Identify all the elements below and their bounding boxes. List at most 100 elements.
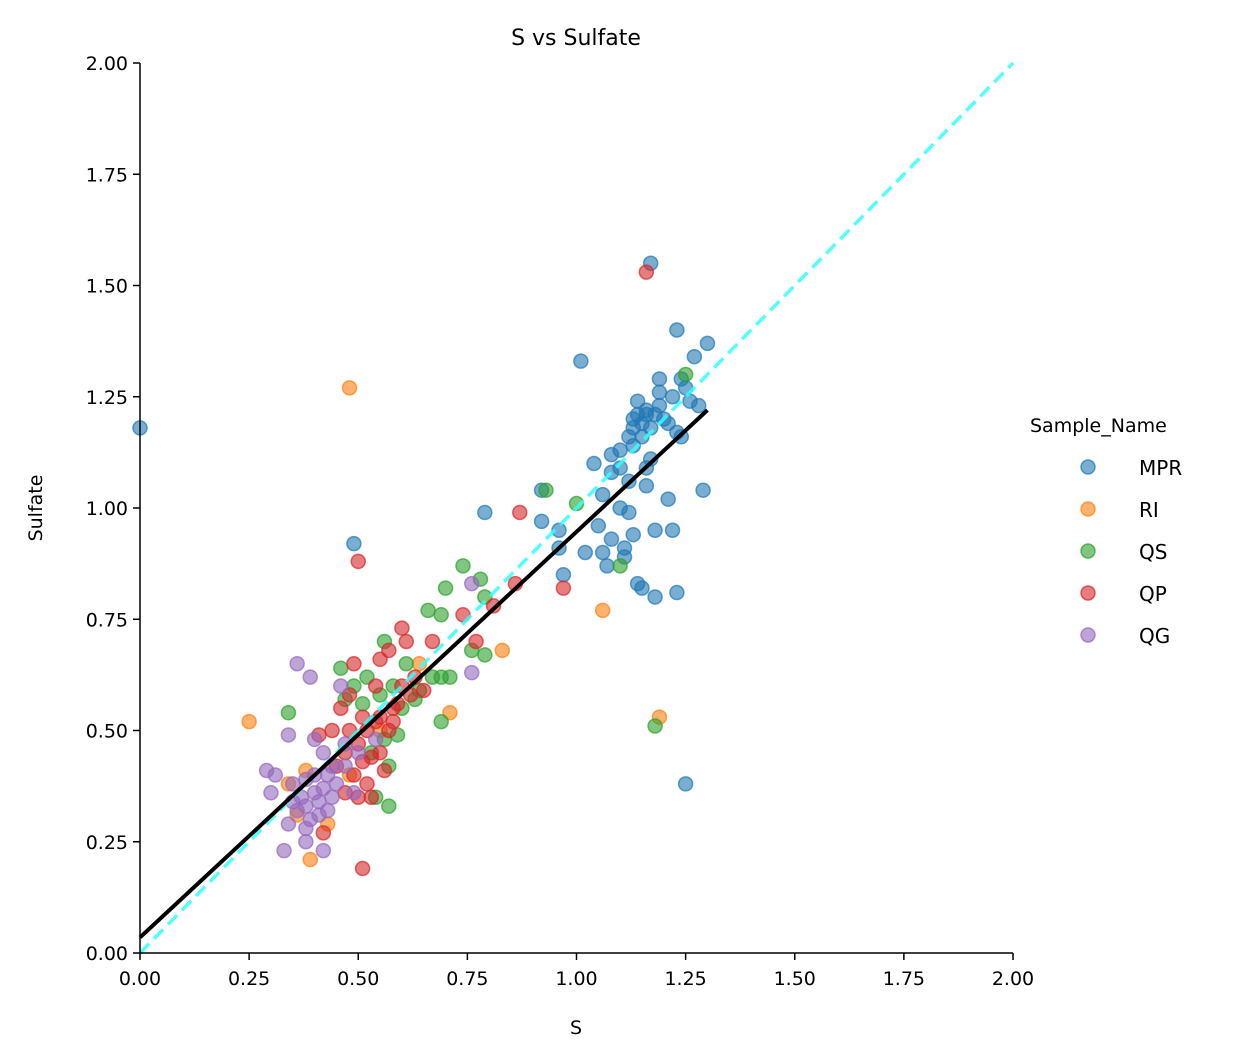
x-tick-label: 1.00 xyxy=(555,968,597,990)
data-point-qp xyxy=(346,656,362,672)
data-point-qs xyxy=(647,718,663,734)
data-point-mpr xyxy=(660,491,676,507)
y-axis-label: Sulfate xyxy=(25,475,47,542)
data-point-ri xyxy=(494,642,511,659)
data-point-qg xyxy=(302,669,318,685)
data-point-qp xyxy=(333,700,349,716)
data-point-qp xyxy=(315,825,332,841)
y-tick-label: 1.00 xyxy=(86,498,128,520)
legend-marker-qs xyxy=(1080,543,1096,559)
x-axis-label: S xyxy=(570,1017,582,1039)
y-tick-label: 0.50 xyxy=(86,721,128,743)
data-point-mpr xyxy=(647,589,663,605)
data-point-qp xyxy=(512,504,528,521)
data-point-mpr xyxy=(603,531,620,547)
lines-layer xyxy=(138,61,1015,955)
data-point-qs xyxy=(433,713,449,730)
data-point-qp xyxy=(350,553,366,570)
points-layer xyxy=(132,255,716,877)
data-point-qg xyxy=(328,776,345,792)
data-point-qs xyxy=(433,607,449,623)
data-point-mpr xyxy=(664,389,681,405)
data-point-ri xyxy=(594,602,611,619)
data-point-qs xyxy=(398,656,415,672)
y-tick-label: 1.75 xyxy=(86,164,128,186)
data-point-qg xyxy=(276,842,292,859)
data-point-ri xyxy=(302,851,318,868)
data-point-qs xyxy=(455,558,471,574)
data-point-mpr xyxy=(594,486,611,503)
y-tick-label: 2.00 xyxy=(86,53,128,75)
data-point-mpr xyxy=(664,522,681,538)
data-point-qs xyxy=(420,602,436,619)
data-point-mpr xyxy=(616,540,633,556)
data-point-mpr xyxy=(677,776,694,792)
x-tick-label: 2.00 xyxy=(992,968,1034,990)
y-tick-label: 0.75 xyxy=(86,609,128,631)
data-point-qg xyxy=(280,816,297,832)
data-point-qg xyxy=(463,575,480,592)
data-point-qg xyxy=(289,656,305,672)
data-point-mpr xyxy=(599,558,615,574)
x-tick-label: 0.00 xyxy=(119,968,161,990)
data-point-mpr xyxy=(533,513,550,530)
data-point-ri xyxy=(341,380,358,396)
data-point-mpr xyxy=(669,322,685,338)
data-point-mpr xyxy=(699,335,716,352)
data-point-qg xyxy=(324,789,340,805)
data-point-qp xyxy=(415,682,432,699)
legend-label-ri: RI xyxy=(1139,498,1159,522)
legend-label-qg: QG xyxy=(1139,624,1170,648)
data-point-mpr xyxy=(590,518,607,534)
data-point-qp xyxy=(638,264,655,280)
data-point-mpr xyxy=(625,526,641,543)
data-point-mpr xyxy=(577,544,593,561)
legend: Sample_Name MPR RI QS QP QG xyxy=(1030,415,1182,648)
y-tick-label: 1.50 xyxy=(86,276,128,298)
data-point-qp xyxy=(363,789,380,805)
legend-marker-qp xyxy=(1080,585,1096,601)
legend-marker-mpr xyxy=(1080,459,1096,475)
axes: 0.00 0.25 0.50 0.75 1.00 1.25 1.50 1.75 2.00 0.00… xyxy=(86,53,1034,990)
data-point-mpr xyxy=(647,522,663,538)
data-point-mpr xyxy=(586,455,602,472)
data-point-mpr xyxy=(669,584,685,601)
data-point-qp xyxy=(394,620,410,636)
data-point-qg xyxy=(267,767,284,783)
data-point-qs xyxy=(433,669,449,685)
x-tick-label: 0.25 xyxy=(228,968,270,990)
data-point-qp xyxy=(381,642,397,659)
data-point-qg xyxy=(298,834,314,850)
data-point-qg xyxy=(463,664,480,681)
data-point-qp xyxy=(468,633,484,650)
data-point-qg xyxy=(315,842,332,859)
data-point-qg xyxy=(298,820,314,837)
data-point-mpr xyxy=(682,393,698,409)
data-point-qg xyxy=(333,678,349,694)
legend-label-mpr: MPR xyxy=(1139,456,1182,480)
data-point-qs xyxy=(381,798,397,814)
data-point-qs xyxy=(568,495,585,512)
data-point-mpr xyxy=(695,482,711,498)
identity-line xyxy=(138,61,1015,955)
data-point-qp xyxy=(555,580,572,596)
data-point-mpr xyxy=(621,504,637,521)
data-point-qp xyxy=(372,745,388,761)
data-point-mpr xyxy=(594,544,611,561)
legend-marker-ri xyxy=(1080,501,1096,517)
data-point-qg xyxy=(367,731,384,748)
data-point-qs xyxy=(354,696,371,712)
y-tick-label: 0.00 xyxy=(86,943,128,965)
data-point-qs xyxy=(612,558,628,574)
data-point-mpr xyxy=(573,353,589,369)
data-point-mpr xyxy=(647,406,663,423)
data-point-mpr xyxy=(638,478,655,494)
data-point-qs xyxy=(538,482,554,498)
x-tick-label: 1.25 xyxy=(664,968,706,990)
legend-marker-qg xyxy=(1080,627,1096,643)
data-point-mpr xyxy=(634,580,650,596)
y-tick-label: 0.25 xyxy=(86,832,128,854)
data-point-qp xyxy=(324,722,340,739)
data-point-qg xyxy=(346,785,362,801)
chart-title: S vs Sulfate xyxy=(511,26,641,51)
